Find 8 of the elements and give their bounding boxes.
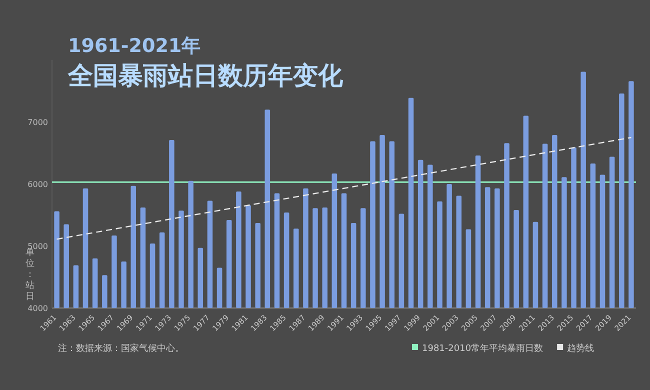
y-tick-label: 7000 <box>28 118 48 127</box>
y-tick-label: 4000 <box>28 304 48 313</box>
legend-label: 1981-2010常年平均暴雨日数 <box>422 343 544 354</box>
chart-title: 全国暴雨站日数历年变化 <box>67 61 344 90</box>
y-tick-label: 6000 <box>28 180 48 189</box>
text: 注：数据来源：国家气候中心。 <box>58 343 184 354</box>
chart-subtitle: 1961-2021年 <box>68 35 201 57</box>
legend-label: 趋势线 <box>567 343 594 354</box>
